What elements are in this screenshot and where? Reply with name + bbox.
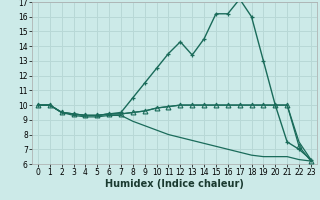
X-axis label: Humidex (Indice chaleur): Humidex (Indice chaleur) bbox=[105, 179, 244, 189]
